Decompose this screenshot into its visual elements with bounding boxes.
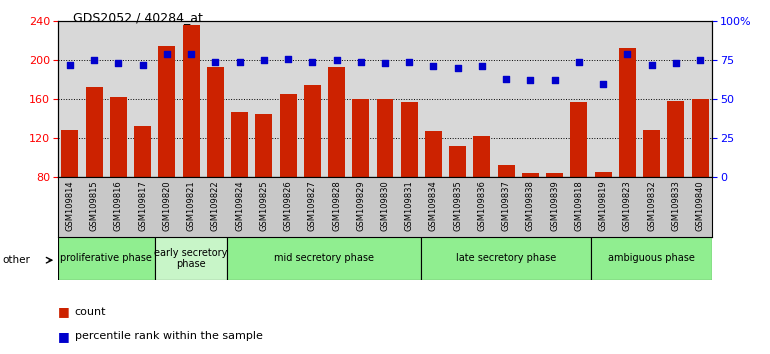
Point bbox=[136, 62, 149, 68]
Point bbox=[282, 56, 294, 62]
Bar bbox=[134, 126, 151, 177]
Point bbox=[573, 59, 585, 64]
Text: proliferative phase: proliferative phase bbox=[60, 253, 152, 263]
Bar bbox=[182, 25, 199, 177]
Text: GSM109821: GSM109821 bbox=[186, 180, 196, 231]
Text: GSM109826: GSM109826 bbox=[283, 180, 293, 231]
Text: GSM109831: GSM109831 bbox=[405, 180, 413, 231]
Bar bbox=[668, 101, 685, 177]
Text: GSM109836: GSM109836 bbox=[477, 180, 487, 231]
Text: GSM109833: GSM109833 bbox=[671, 180, 681, 231]
Point bbox=[330, 57, 343, 63]
Text: GSM109838: GSM109838 bbox=[526, 180, 535, 231]
Bar bbox=[155, 237, 227, 280]
Text: late secretory phase: late secretory phase bbox=[456, 253, 557, 263]
Bar bbox=[304, 85, 321, 177]
Text: GSM109816: GSM109816 bbox=[114, 180, 123, 231]
Bar bbox=[449, 146, 466, 177]
Bar bbox=[546, 173, 563, 177]
Point bbox=[355, 59, 367, 64]
Point bbox=[258, 57, 270, 63]
Text: ambiguous phase: ambiguous phase bbox=[608, 253, 695, 263]
Point bbox=[597, 81, 609, 86]
Text: early secretory
phase: early secretory phase bbox=[155, 247, 228, 269]
Point bbox=[112, 61, 125, 66]
Bar bbox=[377, 99, 393, 177]
Text: GSM109837: GSM109837 bbox=[502, 180, 511, 231]
Text: GSM109829: GSM109829 bbox=[357, 180, 365, 231]
Text: GSM109834: GSM109834 bbox=[429, 180, 438, 231]
Text: GSM109822: GSM109822 bbox=[211, 180, 219, 231]
Text: GSM109828: GSM109828 bbox=[332, 180, 341, 231]
Text: GSM109840: GSM109840 bbox=[695, 180, 705, 231]
Bar bbox=[421, 237, 591, 280]
Point bbox=[548, 78, 561, 83]
Point bbox=[88, 57, 100, 63]
Text: GSM109820: GSM109820 bbox=[162, 180, 172, 231]
Bar bbox=[227, 237, 421, 280]
Text: GSM109827: GSM109827 bbox=[308, 180, 316, 231]
Point bbox=[524, 78, 537, 83]
Bar bbox=[353, 99, 370, 177]
Point bbox=[379, 61, 391, 66]
Bar bbox=[207, 67, 224, 177]
Bar bbox=[571, 102, 588, 177]
Point bbox=[694, 57, 706, 63]
Point bbox=[476, 64, 488, 69]
Text: GSM109818: GSM109818 bbox=[574, 180, 584, 231]
Point bbox=[670, 61, 682, 66]
Text: percentile rank within the sample: percentile rank within the sample bbox=[75, 331, 263, 341]
Text: GSM109830: GSM109830 bbox=[380, 180, 390, 231]
Text: GSM109815: GSM109815 bbox=[89, 180, 99, 231]
Text: GSM109824: GSM109824 bbox=[235, 180, 244, 231]
Bar bbox=[497, 165, 514, 177]
Bar bbox=[58, 237, 155, 280]
Point bbox=[233, 59, 246, 64]
Point bbox=[451, 65, 464, 71]
Point bbox=[403, 59, 415, 64]
Text: GSM109835: GSM109835 bbox=[454, 180, 462, 231]
Text: GSM109825: GSM109825 bbox=[259, 180, 268, 231]
Text: ■: ■ bbox=[58, 330, 69, 343]
Bar bbox=[591, 237, 712, 280]
Point bbox=[500, 76, 512, 82]
Text: GSM109814: GSM109814 bbox=[65, 180, 75, 231]
Text: count: count bbox=[75, 307, 106, 316]
Bar bbox=[425, 131, 442, 177]
Text: ■: ■ bbox=[58, 305, 69, 318]
Text: other: other bbox=[2, 255, 30, 265]
Bar bbox=[619, 47, 636, 177]
Bar bbox=[643, 130, 660, 177]
Bar bbox=[159, 46, 176, 177]
Point bbox=[427, 64, 440, 69]
Text: GSM109819: GSM109819 bbox=[598, 180, 608, 231]
Text: GSM109839: GSM109839 bbox=[551, 180, 559, 231]
Bar bbox=[85, 87, 102, 177]
Text: GSM109823: GSM109823 bbox=[623, 180, 632, 231]
Text: GDS2052 / 40284_at: GDS2052 / 40284_at bbox=[73, 11, 203, 24]
Point bbox=[185, 51, 197, 57]
Bar bbox=[522, 173, 539, 177]
Point bbox=[306, 59, 319, 64]
Bar bbox=[256, 114, 273, 177]
Point bbox=[209, 59, 222, 64]
Bar bbox=[231, 112, 248, 177]
Point bbox=[621, 51, 634, 57]
Bar bbox=[62, 130, 79, 177]
Bar bbox=[400, 102, 417, 177]
Text: GSM109832: GSM109832 bbox=[647, 180, 656, 231]
Point bbox=[161, 51, 173, 57]
Bar bbox=[328, 67, 345, 177]
Bar bbox=[474, 136, 490, 177]
Bar bbox=[594, 172, 611, 177]
Text: GSM109817: GSM109817 bbox=[138, 180, 147, 231]
Bar bbox=[280, 94, 296, 177]
Point bbox=[64, 62, 76, 68]
Bar bbox=[691, 99, 708, 177]
Text: mid secretory phase: mid secretory phase bbox=[274, 253, 374, 263]
Point bbox=[645, 62, 658, 68]
Bar bbox=[110, 97, 127, 177]
